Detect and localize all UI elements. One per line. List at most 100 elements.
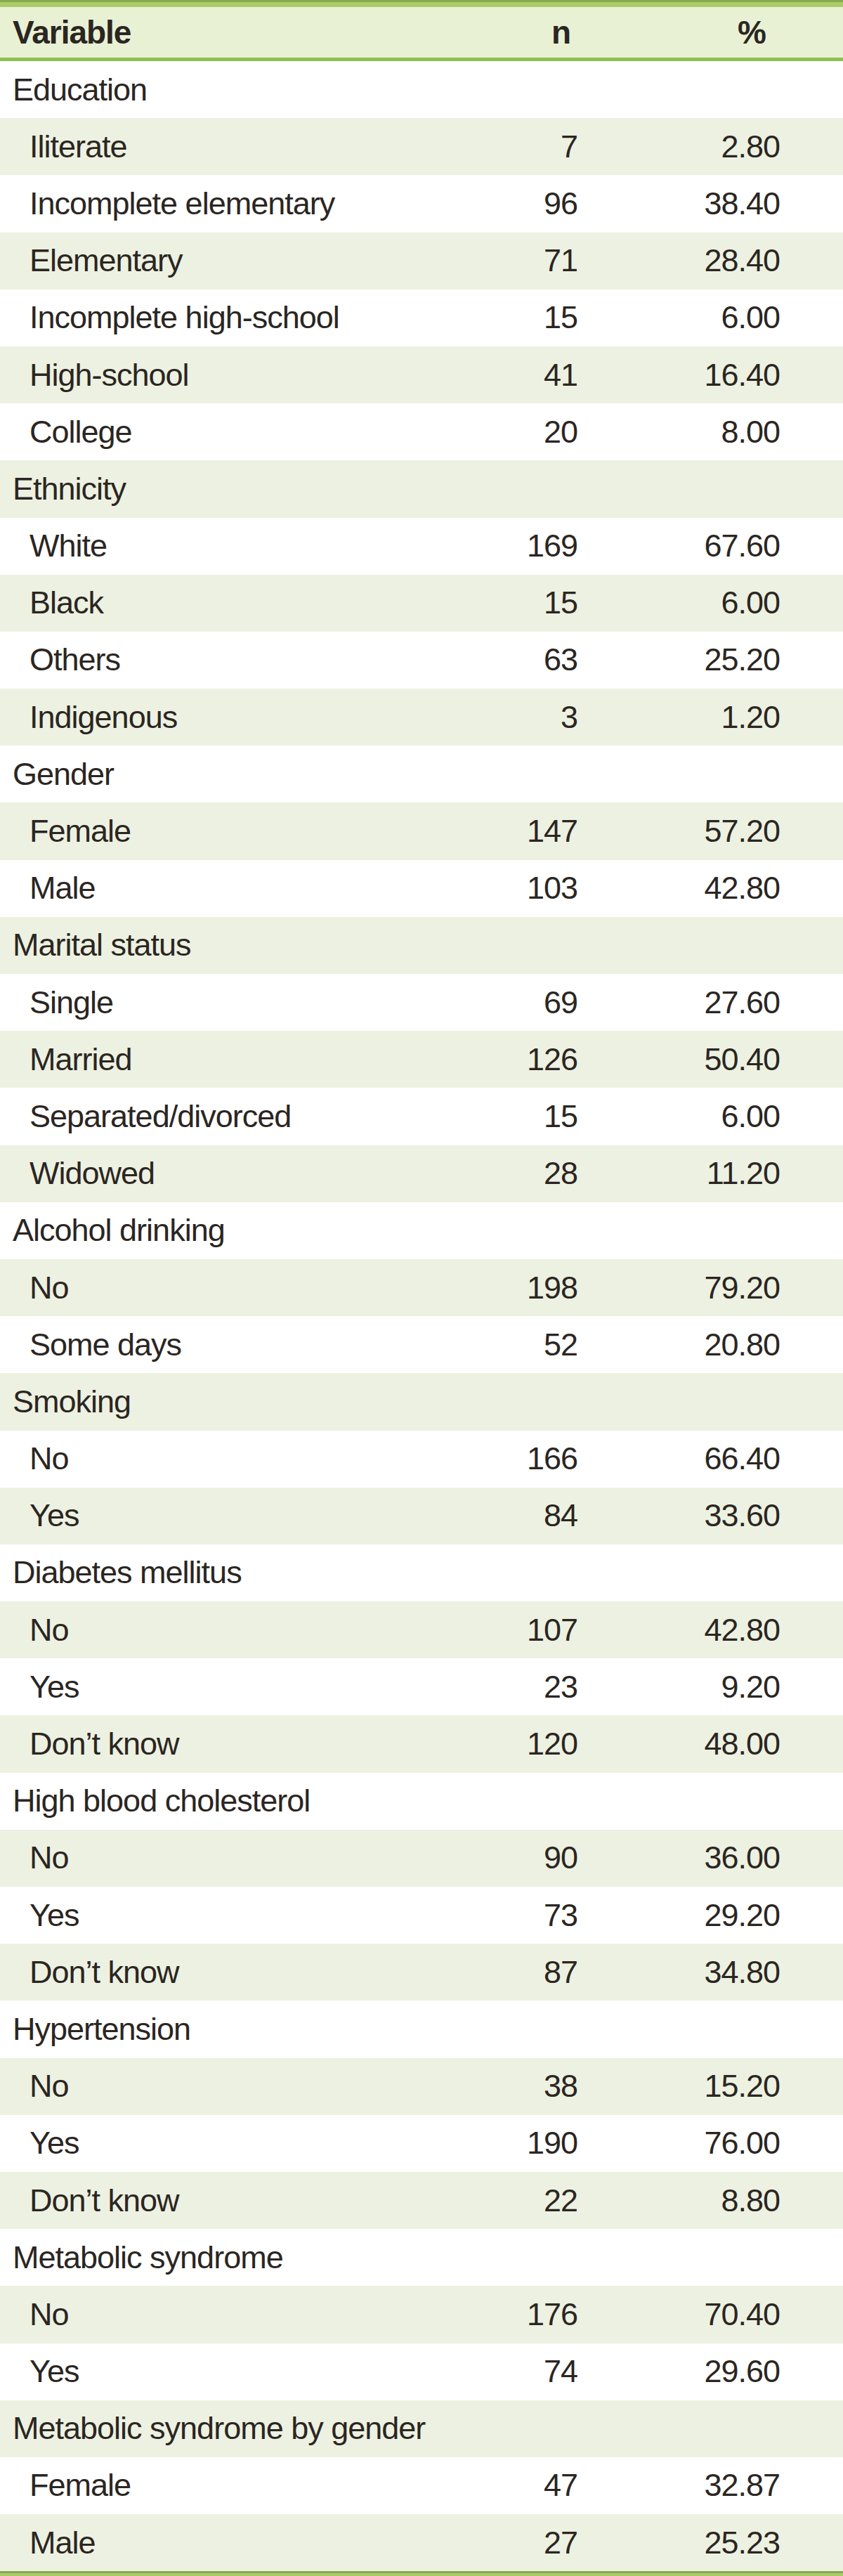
row-n-value: 176 xyxy=(444,2296,577,2333)
row-percent-value: 25.20 xyxy=(577,642,780,678)
section-row: Gender xyxy=(0,746,843,802)
section-row: High blood cholesterol xyxy=(0,1773,843,1830)
table-header-row: Variable n % xyxy=(0,7,843,58)
row-label: No xyxy=(0,2296,444,2333)
data-row: Don’t know12048.00 xyxy=(0,1715,843,1772)
data-row: Yes239.20 xyxy=(0,1658,843,1715)
row-label: Incomplete high-school xyxy=(0,299,444,336)
row-label: Yes xyxy=(0,1497,444,1534)
row-percent-value: 48.00 xyxy=(577,1726,780,1762)
row-n-value: 69 xyxy=(444,984,577,1021)
row-percent-value: 33.60 xyxy=(577,1497,780,1534)
section-label: Metabolic syndrome xyxy=(0,2239,444,2276)
data-row: Male10342.80 xyxy=(0,860,843,917)
data-row: Married12650.40 xyxy=(0,1031,843,1088)
row-n-value: 52 xyxy=(444,1327,577,1363)
row-percent-value: 36.00 xyxy=(577,1840,780,1876)
row-percent-value: 1.20 xyxy=(577,699,780,736)
data-row: No9036.00 xyxy=(0,1830,843,1887)
row-n-value: 15 xyxy=(444,585,577,621)
row-n-value: 166 xyxy=(444,1440,577,1477)
row-label: Yes xyxy=(0,2125,444,2161)
data-row: Single6927.60 xyxy=(0,974,843,1031)
row-label: Widowed xyxy=(0,1155,444,1192)
data-row: Incomplete high-school156.00 xyxy=(0,290,843,346)
row-label: No xyxy=(0,2068,444,2105)
section-label: Hypertension xyxy=(0,2011,444,2048)
statistics-table: Variable n % Education Iliterate72.80 Inco… xyxy=(0,0,843,2576)
table-top-border xyxy=(0,0,843,7)
data-row: Black156.00 xyxy=(0,575,843,632)
table-bottom-border xyxy=(0,2571,843,2576)
row-n-value: 28 xyxy=(444,1155,577,1192)
section-row: Marital status xyxy=(0,917,843,974)
row-percent-value: 38.40 xyxy=(577,186,780,222)
row-n-value: 71 xyxy=(444,242,577,279)
row-percent-value: 6.00 xyxy=(577,1098,780,1135)
row-percent-value: 42.80 xyxy=(577,1612,780,1648)
row-label: Don’t know xyxy=(0,1954,444,1991)
row-label: Single xyxy=(0,984,444,1021)
data-row: Iliterate72.80 xyxy=(0,118,843,175)
row-label: Yes xyxy=(0,2353,444,2390)
row-label: No xyxy=(0,1612,444,1648)
row-n-value: 47 xyxy=(444,2467,577,2504)
column-header-variable: Variable xyxy=(0,13,444,51)
section-label: Gender xyxy=(0,756,444,793)
row-label: Don’t know xyxy=(0,1726,444,1762)
row-n-value: 190 xyxy=(444,2125,577,2161)
section-label: Diabetes mellitus xyxy=(0,1554,444,1591)
data-row: Female4732.87 xyxy=(0,2457,843,2514)
row-n-value: 38 xyxy=(444,2068,577,2105)
row-percent-value: 25.23 xyxy=(577,2525,780,2561)
row-label: Male xyxy=(0,2525,444,2561)
row-percent-value: 8.00 xyxy=(577,414,780,450)
section-row: Education xyxy=(0,61,843,118)
section-label: Ethnicity xyxy=(0,471,444,507)
data-row: No19879.20 xyxy=(0,1259,843,1316)
data-row: Don’t know8734.80 xyxy=(0,1944,843,2001)
table-body: Education Iliterate72.80 Incomplete elemen… xyxy=(0,61,843,2571)
row-n-value: 74 xyxy=(444,2353,577,2390)
row-n-value: 63 xyxy=(444,642,577,678)
row-label: High-school xyxy=(0,357,444,393)
data-row: High-school4116.40 xyxy=(0,346,843,403)
data-row: Yes7329.20 xyxy=(0,1887,843,1944)
data-row: White16967.60 xyxy=(0,518,843,575)
row-n-value: 20 xyxy=(444,414,577,450)
row-percent-value: 79.20 xyxy=(577,1270,780,1306)
row-label: Don’t know xyxy=(0,2183,444,2219)
data-row: No10742.80 xyxy=(0,1601,843,1658)
row-label: Incomplete elementary xyxy=(0,186,444,222)
section-label: Alcohol drinking xyxy=(0,1212,444,1249)
row-n-value: 126 xyxy=(444,1041,577,1078)
row-label: Female xyxy=(0,2467,444,2504)
row-n-value: 84 xyxy=(444,1497,577,1534)
row-label: Indigenous xyxy=(0,699,444,736)
row-percent-value: 29.20 xyxy=(577,1897,780,1934)
data-row: No17670.40 xyxy=(0,2286,843,2343)
row-label: Elementary xyxy=(0,242,444,279)
section-label: Smoking xyxy=(0,1384,444,1420)
row-label: Some days xyxy=(0,1327,444,1363)
data-row: Widowed2811.20 xyxy=(0,1145,843,1202)
section-label: Education xyxy=(0,72,444,108)
row-label: No xyxy=(0,1440,444,1477)
row-n-value: 96 xyxy=(444,186,577,222)
data-row: Elementary7128.40 xyxy=(0,233,843,290)
row-n-value: 15 xyxy=(444,299,577,336)
row-percent-value: 9.20 xyxy=(577,1669,780,1705)
data-row: Yes7429.60 xyxy=(0,2343,843,2400)
row-n-value: 90 xyxy=(444,1840,577,1876)
row-n-value: 22 xyxy=(444,2183,577,2219)
row-label: No xyxy=(0,1270,444,1306)
row-percent-value: 76.00 xyxy=(577,2125,780,2161)
row-percent-value: 42.80 xyxy=(577,870,780,906)
row-percent-value: 11.20 xyxy=(577,1155,780,1192)
column-header-n: n xyxy=(444,13,577,51)
section-row: Smoking xyxy=(0,1373,843,1430)
data-row: College208.00 xyxy=(0,403,843,460)
row-percent-value: 66.40 xyxy=(577,1440,780,1477)
row-n-value: 87 xyxy=(444,1954,577,1991)
row-percent-value: 20.80 xyxy=(577,1327,780,1363)
